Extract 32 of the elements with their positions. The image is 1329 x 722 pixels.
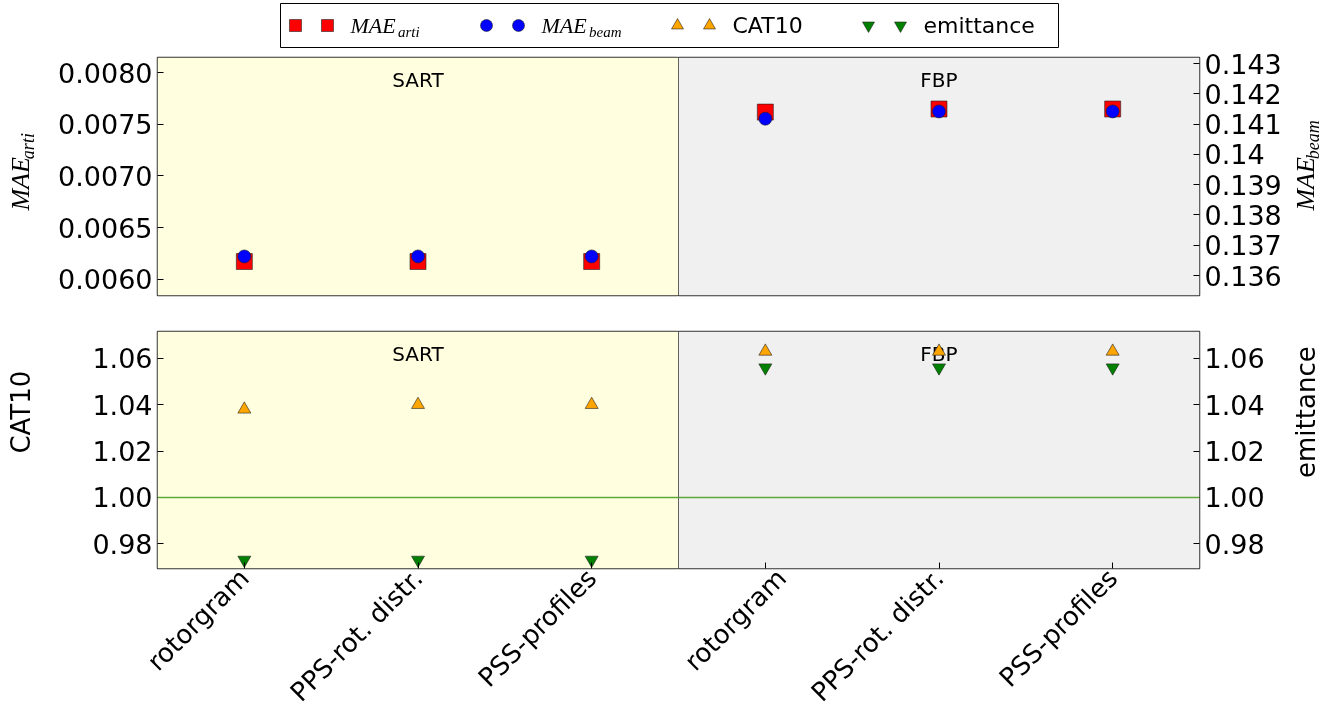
y2-tick-label: 0.137 — [1204, 230, 1282, 262]
y2-tick-label: 0.98 — [1204, 528, 1265, 560]
y2-tick-label: 1.02 — [1204, 436, 1265, 468]
y-tick-label: 0.0065 — [58, 212, 153, 244]
y2-tick-label: 0.143 — [1204, 48, 1282, 80]
legend-label: CAT10 — [732, 13, 803, 38]
y-axis-title: CAT10 — [5, 370, 36, 454]
legend-label: emittance — [923, 13, 1035, 38]
y2-tick-label: 1.00 — [1204, 482, 1265, 514]
y2-axis-title: emittance — [1290, 346, 1321, 478]
band-label: SART — [392, 341, 445, 366]
y-tick-label: 0.98 — [92, 528, 153, 560]
y2-tick-label: 0.138 — [1204, 199, 1282, 231]
y-axis-title: MAEarti — [6, 133, 39, 212]
y-tick-label: 1.06 — [92, 343, 153, 375]
y2-tick-label: 1.06 — [1204, 343, 1265, 375]
y2-tick-label: 0.139 — [1204, 169, 1282, 201]
y-tick-label: 0.0075 — [58, 109, 153, 141]
band-label: SART — [392, 67, 445, 92]
y2-tick-label: 0.14 — [1204, 139, 1265, 171]
y2-axis-title: MAEbeam — [1291, 120, 1324, 212]
y2-tick-label: 0.136 — [1204, 260, 1282, 292]
y-tick-label: 1.04 — [92, 389, 153, 421]
y-tick-label: 0.0070 — [58, 160, 153, 192]
band-label: FBP — [920, 67, 958, 92]
y-tick-label: 1.00 — [92, 482, 153, 514]
y2-tick-label: 1.04 — [1204, 389, 1265, 421]
y-tick-label: 1.02 — [92, 436, 153, 468]
y2-tick-label: 0.142 — [1204, 78, 1282, 110]
y-tick-label: 0.0080 — [58, 57, 153, 89]
y2-tick-label: 0.141 — [1204, 109, 1282, 141]
y-tick-label: 0.0060 — [58, 264, 153, 296]
